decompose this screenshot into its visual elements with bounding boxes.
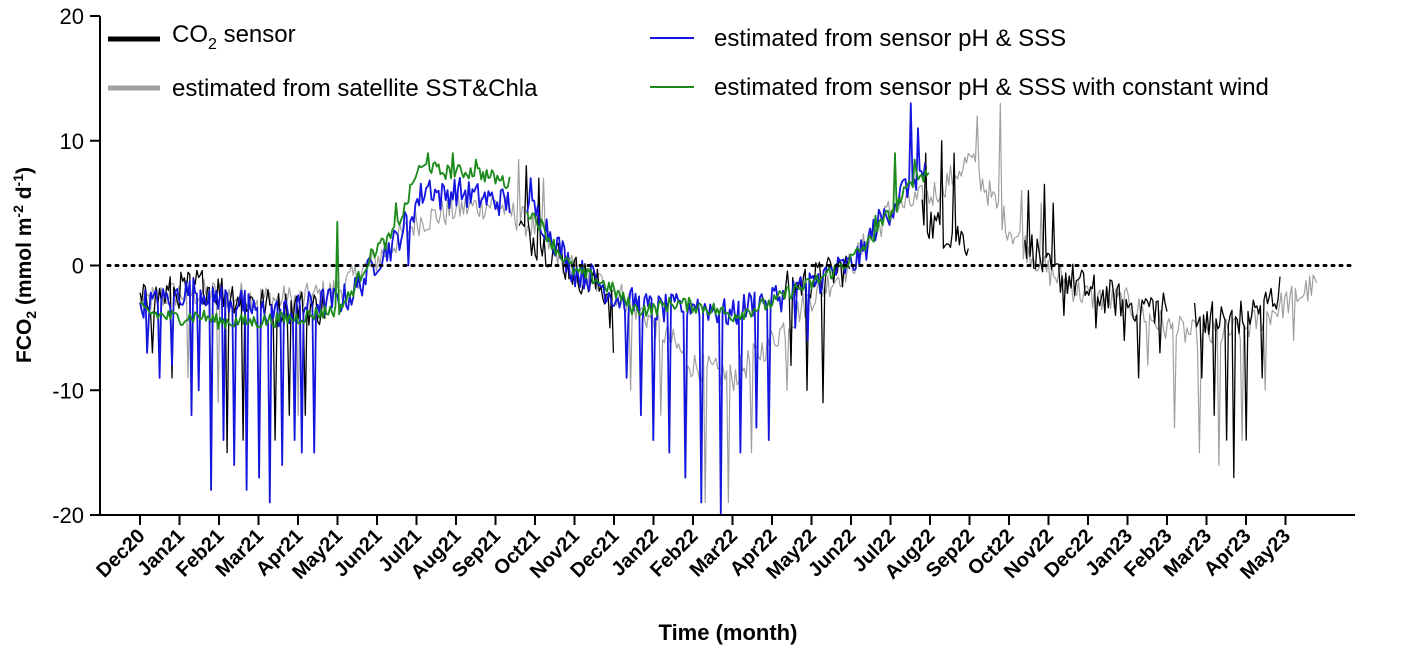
series-ph-segment-0 — [139, 176, 511, 504]
series-wind-segment-0 — [139, 152, 511, 330]
series-co2-segment-3 — [921, 140, 969, 256]
series-co2-segment-5 — [1193, 276, 1281, 479]
y-axis-title: FCO2 (mmol m-2 d-1) — [10, 167, 39, 363]
y-title-mid: d — [13, 186, 36, 205]
y-tick-label: 0 — [72, 254, 84, 279]
legend-item-co2-sensor: CO2 sensor — [108, 21, 296, 53]
legend-label-constant-wind: estimated from sensor pH & SSS with cons… — [714, 74, 1269, 101]
y-tick-label: 10 — [60, 129, 84, 154]
y-tick-label: -10 — [52, 378, 84, 403]
y-ticks: -20 -10 0 10 20 — [52, 4, 100, 528]
legend-item-sensor-ph: estimated from sensor pH & SSS — [650, 25, 1066, 52]
series-co2-segment-4 — [1024, 183, 1168, 379]
x-axis-title: Time (month) — [659, 620, 798, 645]
legend-label-sensor-ph: estimated from sensor pH & SSS — [714, 25, 1066, 52]
y-title-sub: 2 — [23, 311, 39, 319]
y-title-exp2: -1 — [10, 174, 26, 187]
legend-item-constant-wind: estimated from sensor pH & SSS with cons… — [650, 74, 1269, 101]
y-title-end: ) — [13, 167, 36, 174]
series-layer — [139, 102, 1318, 516]
y-title-rest: (mmol m — [13, 218, 36, 311]
legend-item-satellite: estimated from satellite SST&Chla — [108, 75, 538, 102]
legend-label-satellite: estimated from satellite SST&Chla — [172, 75, 538, 102]
series-ph-segment-1 — [526, 177, 784, 516]
y-title-prefix: FCO — [13, 319, 36, 363]
y-tick-label: 20 — [60, 4, 84, 29]
legend-label-co2-sensor: CO2 sensor — [172, 21, 296, 53]
series-wind — [139, 152, 930, 330]
series-wind-segment-1 — [526, 152, 930, 323]
legend: CO2 sensor estimated from satellite SST&… — [108, 21, 1269, 102]
y-tick-label: -20 — [52, 503, 84, 528]
y-title-exp1: -2 — [10, 205, 26, 218]
